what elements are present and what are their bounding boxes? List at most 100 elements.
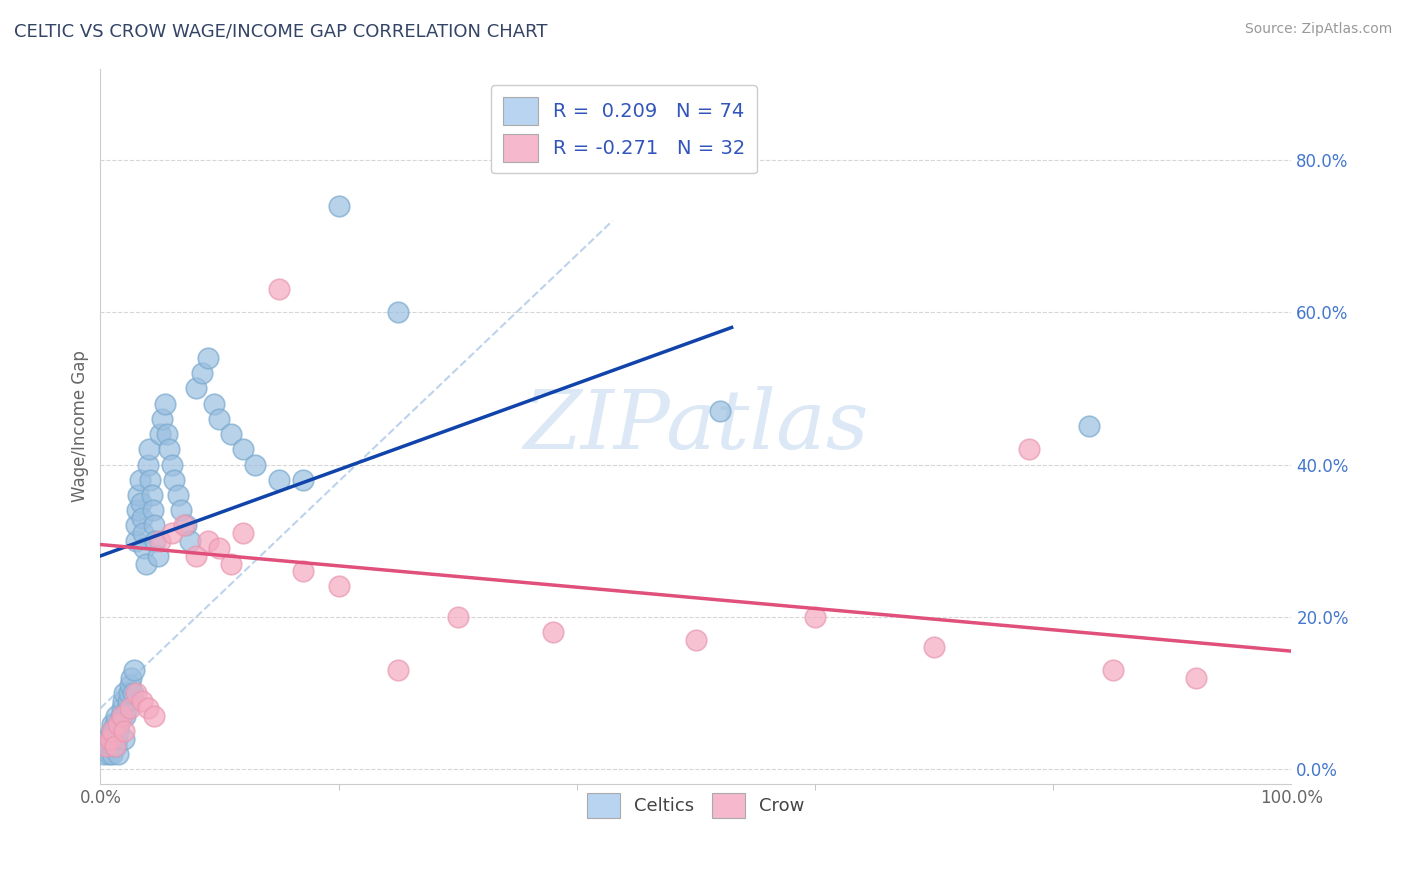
Y-axis label: Wage/Income Gap: Wage/Income Gap xyxy=(72,351,89,502)
Point xyxy=(149,533,172,548)
Point xyxy=(232,526,254,541)
Point xyxy=(120,678,142,692)
Point xyxy=(156,427,179,442)
Point xyxy=(1185,671,1208,685)
Point xyxy=(142,503,165,517)
Point xyxy=(105,731,128,746)
Point xyxy=(104,739,127,754)
Point xyxy=(125,533,148,548)
Point xyxy=(267,282,290,296)
Point xyxy=(98,739,121,754)
Point xyxy=(104,709,127,723)
Point xyxy=(166,488,188,502)
Point xyxy=(96,739,118,754)
Point xyxy=(112,731,135,746)
Point xyxy=(107,716,129,731)
Point xyxy=(127,488,149,502)
Point xyxy=(150,412,173,426)
Point xyxy=(1018,442,1040,457)
Text: CELTIC VS CROW WAGE/INCOME GAP CORRELATION CHART: CELTIC VS CROW WAGE/INCOME GAP CORRELATI… xyxy=(14,22,547,40)
Point xyxy=(136,701,159,715)
Text: ZIPatlas: ZIPatlas xyxy=(523,386,869,467)
Point xyxy=(160,458,183,472)
Point xyxy=(136,458,159,472)
Point xyxy=(1078,419,1101,434)
Point xyxy=(190,366,212,380)
Point xyxy=(149,427,172,442)
Point xyxy=(328,199,350,213)
Point xyxy=(143,533,166,548)
Point xyxy=(104,739,127,754)
Point xyxy=(112,724,135,739)
Point xyxy=(197,533,219,548)
Point xyxy=(107,747,129,761)
Point xyxy=(111,709,134,723)
Point xyxy=(184,549,207,563)
Point xyxy=(179,533,201,548)
Point xyxy=(127,503,149,517)
Point xyxy=(291,564,314,578)
Point xyxy=(110,709,132,723)
Point xyxy=(197,351,219,365)
Point xyxy=(142,518,165,533)
Point xyxy=(174,518,197,533)
Point xyxy=(131,693,153,707)
Point xyxy=(138,442,160,457)
Legend: Celtics, Crow: Celtics, Crow xyxy=(579,786,811,825)
Point xyxy=(93,747,115,761)
Point xyxy=(146,549,169,563)
Point xyxy=(922,640,945,655)
Point xyxy=(709,404,731,418)
Point xyxy=(160,526,183,541)
Text: Source: ZipAtlas.com: Source: ZipAtlas.com xyxy=(1244,22,1392,37)
Point xyxy=(159,442,181,457)
Point xyxy=(163,473,186,487)
Point xyxy=(245,458,267,472)
Point xyxy=(170,503,193,517)
Point xyxy=(267,473,290,487)
Point xyxy=(120,671,142,685)
Point xyxy=(125,686,148,700)
Point xyxy=(107,724,129,739)
Point xyxy=(142,709,165,723)
Point xyxy=(101,716,124,731)
Point xyxy=(202,396,225,410)
Point xyxy=(135,557,157,571)
Point xyxy=(131,511,153,525)
Point xyxy=(112,686,135,700)
Point xyxy=(129,495,152,509)
Point xyxy=(184,381,207,395)
Point xyxy=(103,724,125,739)
Point xyxy=(541,625,564,640)
Point xyxy=(328,579,350,593)
Point xyxy=(132,526,155,541)
Point xyxy=(685,632,707,647)
Point xyxy=(208,541,231,556)
Point xyxy=(101,731,124,746)
Point xyxy=(139,473,162,487)
Point xyxy=(121,686,143,700)
Point xyxy=(173,518,195,533)
Point xyxy=(125,518,148,533)
Point xyxy=(1101,663,1123,677)
Point xyxy=(96,731,118,746)
Point xyxy=(208,412,231,426)
Point xyxy=(97,747,120,761)
Point xyxy=(96,739,118,754)
Point xyxy=(128,473,150,487)
Point xyxy=(804,610,827,624)
Point xyxy=(447,610,470,624)
Point xyxy=(291,473,314,487)
Point xyxy=(387,305,409,319)
Point xyxy=(111,701,134,715)
Point xyxy=(232,442,254,457)
Point xyxy=(101,747,124,761)
Point xyxy=(100,724,122,739)
Point xyxy=(101,724,124,739)
Point xyxy=(387,663,409,677)
Point xyxy=(117,693,139,707)
Point xyxy=(120,701,142,715)
Point xyxy=(134,541,156,556)
Point xyxy=(98,731,121,746)
Point xyxy=(115,701,138,715)
